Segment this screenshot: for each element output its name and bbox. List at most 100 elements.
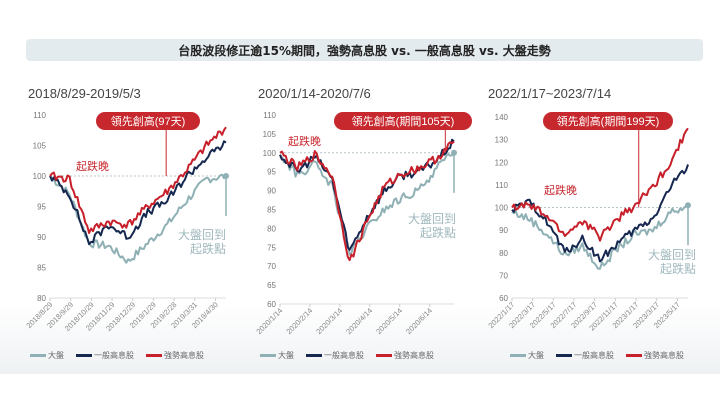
legend-label: 強勢高息股 [644, 351, 684, 360]
market-recover-label: 大盤回到 起跌點 [178, 228, 226, 256]
legend-general: 一般高息股 [76, 350, 134, 361]
recover-line2: 起跌點 [190, 242, 227, 256]
legend-market: 大盤 [510, 350, 544, 361]
svg-text:110: 110 [33, 111, 46, 120]
legend-strong: 強勢高息股 [626, 350, 684, 361]
legend-swatch-general [556, 354, 572, 357]
legend-swatch-strong [146, 354, 162, 357]
legend-label: 大盤 [278, 351, 294, 360]
plot-lines [511, 127, 691, 270]
svg-text:70: 70 [499, 271, 508, 280]
market-recover-label: 大盤回到 起跌點 [408, 212, 456, 240]
late-decline-label: 起跌晚 [544, 184, 577, 197]
svg-text:2020/4/14: 2020/4/14 [344, 306, 374, 336]
lead-high-callout: 領先創高(97天) [96, 112, 200, 130]
svg-text:95: 95 [267, 168, 276, 177]
svg-text:90: 90 [499, 226, 508, 235]
legend-swatch-market [260, 354, 276, 357]
chart-period-title: 2018/8/29-2019/5/3 [28, 86, 141, 101]
legend-swatch-general [76, 354, 92, 357]
chart-2018: 2018/8/29-2019/5/3 80 85 90 95 100 105 110 201… [24, 70, 238, 370]
series-line [511, 204, 689, 270]
legend-market: 大盤 [260, 350, 294, 361]
legend-market: 大盤 [30, 350, 64, 361]
line-chart: 80 85 90 95 100 105 110 2018/8/292018/9/292018… [24, 111, 229, 333]
svg-text:65: 65 [267, 281, 276, 290]
svg-text:75: 75 [267, 243, 276, 252]
svg-text:2020/2/14: 2020/2/14 [284, 306, 314, 336]
series-line [279, 140, 455, 262]
lead-high-callout: 領先創高(期間105天) [334, 112, 472, 130]
chart-2022: 2022/1/17~2023/7/14 60 70 80 90 100 110 120 130… [486, 70, 703, 370]
legend-label: 一般高息股 [94, 351, 134, 360]
y-axis: 60 65 70 75 80 85 90 95 100 105 110 [263, 111, 277, 309]
chart-2020: 2020/1/14-2020/7/6 60 65 70 75 80 85 90 95 100 10… [254, 70, 472, 370]
legend-label: 大盤 [528, 351, 544, 360]
legend-swatch-market [30, 354, 46, 357]
y-axis: 80 85 90 95 100 105 110 [33, 111, 47, 303]
svg-text:80: 80 [37, 294, 46, 303]
svg-text:85: 85 [37, 264, 46, 273]
svg-text:2020/1/14: 2020/1/14 [254, 306, 284, 336]
svg-text:2020/3/14: 2020/3/14 [314, 306, 344, 336]
lead-high-callout: 領先創高(期間199天) [543, 112, 673, 130]
legend: 大盤 一般高息股 強勢高息股 [510, 350, 684, 361]
series-line [49, 140, 227, 246]
x-axis: 2020/1/14 2020/2/14 2020/3/14 2020/4/14 2020… [254, 303, 454, 336]
y-axis: 60 70 80 90 100 110 120 130 140 [495, 113, 509, 303]
svg-text:110: 110 [495, 181, 508, 190]
legend-strong: 強勢高息股 [376, 350, 434, 361]
svg-text:2020/6/14: 2020/6/14 [404, 306, 434, 336]
series-line [49, 126, 227, 234]
svg-text:60: 60 [267, 300, 276, 309]
svg-text:105: 105 [33, 142, 47, 151]
legend-strong: 強勢高息股 [146, 350, 204, 361]
page-title: 台股波段修正逾15%期間，強勢高息股 vs. 一般高息股 vs. 大盤走勢 [26, 39, 703, 61]
svg-text:2020/5/14: 2020/5/14 [374, 306, 404, 336]
svg-text:90: 90 [267, 187, 276, 196]
legend-label: 強勢高息股 [164, 351, 204, 360]
series-line [279, 152, 455, 256]
late-decline-label: 起跌晚 [76, 160, 109, 173]
svg-text:90: 90 [37, 233, 46, 242]
legend-label: 一般高息股 [324, 351, 364, 360]
recover-line1: 大盤回到 [178, 228, 227, 242]
legend: 大盤 一般高息股 強勢高息股 [30, 350, 204, 361]
svg-text:60: 60 [499, 294, 508, 303]
svg-text:85: 85 [267, 206, 276, 215]
line-chart: 60 70 80 90 100 110 120 130 140 2022/1/172022/3/… [486, 113, 691, 333]
svg-text:80: 80 [499, 249, 508, 258]
recover-line2: 起跌點 [420, 226, 457, 240]
chart-period-title: 2022/1/17~2023/7/14 [488, 86, 612, 101]
chart-period-title: 2020/1/14-2020/7/6 [258, 86, 371, 101]
svg-text:100: 100 [263, 149, 277, 158]
legend-swatch-market [510, 354, 526, 357]
recover-line2: 起跌點 [660, 262, 697, 276]
plot-lines [49, 126, 229, 264]
series-line [511, 164, 689, 263]
market-recover-label: 大盤回到 起跌點 [648, 248, 696, 276]
svg-text:70: 70 [267, 262, 276, 271]
recover-line1: 大盤回到 [648, 248, 697, 262]
svg-text:105: 105 [263, 130, 277, 139]
legend-swatch-strong [376, 354, 392, 357]
svg-text:130: 130 [495, 136, 509, 145]
legend-swatch-strong [626, 354, 642, 357]
svg-text:110: 110 [263, 111, 276, 120]
legend-label: 一般高息股 [574, 351, 614, 360]
legend-swatch-general [306, 354, 322, 357]
svg-text:80: 80 [267, 224, 276, 233]
x-axis: 2022/1/172022/3/172022/5/172022/7/172022… [486, 297, 688, 333]
legend: 大盤 一般高息股 強勢高息股 [260, 350, 434, 361]
recover-line1: 大盤回到 [408, 212, 457, 226]
legend-label: 大盤 [48, 351, 64, 360]
series-line [511, 127, 689, 242]
legend-label: 強勢高息股 [394, 351, 434, 360]
svg-text:100: 100 [33, 172, 47, 181]
legend-general: 一般高息股 [556, 350, 614, 361]
svg-text:140: 140 [495, 113, 509, 122]
late-decline-label: 起跌晚 [288, 135, 321, 148]
legend-general: 一般高息股 [306, 350, 364, 361]
svg-text:100: 100 [495, 204, 509, 213]
